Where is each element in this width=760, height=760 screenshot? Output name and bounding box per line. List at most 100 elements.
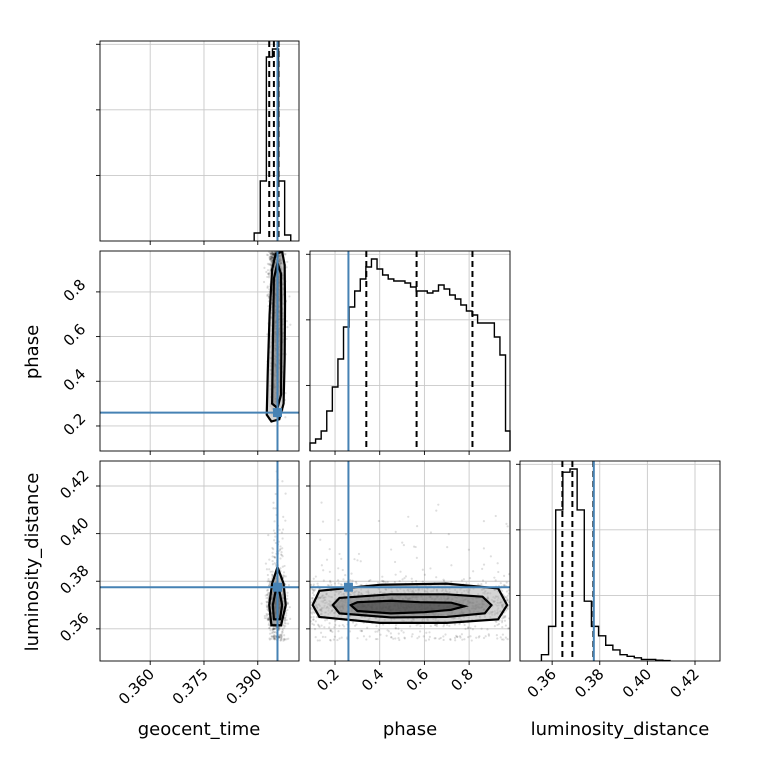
joint-phase-luminosity-distance-sample [507, 592, 510, 595]
joint-phase-luminosity-distance-sample [311, 597, 314, 600]
joint-phase-luminosity-distance-sample [311, 588, 314, 591]
joint-phase-luminosity-distance-sample [328, 570, 331, 573]
joint-phase-luminosity-distance-sample [467, 627, 470, 630]
joint-geocent-time-phase-sample [270, 252, 273, 255]
joint-phase-luminosity-distance-sample [310, 611, 313, 614]
joint-phase-luminosity-distance-sample [428, 635, 431, 638]
joint-geocent-time-phase-sample [270, 255, 273, 258]
joint-geocent-time-luminosity-distance-sample [273, 627, 276, 630]
joint-phase-luminosity-distance-sample [356, 637, 359, 640]
joint-phase-luminosity-distance-sample [506, 597, 509, 600]
joint-geocent-time-luminosity-distance-sample [285, 638, 288, 641]
joint-phase-luminosity-distance-sample [320, 501, 323, 504]
joint-phase-luminosity-distance-frame [309, 460, 511, 662]
joint-geocent-time-luminosity-distance-sample [263, 616, 266, 620]
joint-phase-luminosity-distance-sample [325, 618, 329, 621]
joint-phase-luminosity-distance-sample [407, 515, 410, 518]
joint-phase-luminosity-distance-sample [319, 631, 323, 634]
joint-geocent-time-luminosity-distance-sample [285, 618, 288, 622]
joint-geocent-time-luminosity-distance-xtick-label-1: 0.375 [169, 665, 212, 708]
joint-geocent-time-luminosity-distance-truth-marker [272, 582, 282, 592]
ylabel-luminosity-distance: luminosity_distance [22, 473, 43, 652]
joint-geocent-time-luminosity-distance-sample [267, 534, 270, 537]
joint-phase-luminosity-distance-sample [424, 639, 428, 642]
joint-geocent-time-phase-sample [268, 274, 271, 277]
joint-geocent-time-phase-content [262, 251, 292, 423]
joint-phase-luminosity-distance-sample [496, 637, 499, 640]
joint-geocent-time-phase-sample [270, 251, 273, 253]
joint-geocent-time-luminosity-distance-sample [270, 637, 273, 640]
joint-geocent-time-phase-background [100, 251, 299, 451]
joint-phase-luminosity-distance-sample [429, 567, 432, 570]
joint-geocent-time-phase-sample [272, 253, 275, 256]
joint-geocent-time-luminosity-distance-sample [267, 578, 270, 581]
joint-phase-luminosity-distance-sample [312, 615, 315, 619]
joint-geocent-time-luminosity-distance-sample [273, 562, 276, 565]
joint-geocent-time-phase-sample [271, 259, 274, 262]
joint-phase-luminosity-distance-sample [505, 581, 508, 584]
joint-phase-luminosity-distance-sample [329, 629, 332, 632]
joint-phase-luminosity-distance-sample [384, 581, 387, 584]
joint-phase-luminosity-distance-sample [493, 576, 496, 579]
joint-phase-luminosity-distance-sample [369, 579, 372, 582]
joint-phase-luminosity-distance-sample [494, 514, 497, 518]
joint-geocent-time-luminosity-distance-sample [286, 608, 289, 612]
joint-geocent-time-phase-sample [266, 269, 270, 272]
joint-phase-luminosity-distance-sample [338, 552, 341, 556]
joint-geocent-time-luminosity-distance-sample [270, 573, 274, 576]
joint-geocent-time-luminosity-distance-sample [285, 611, 288, 615]
joint-phase-luminosity-distance-sample [409, 625, 412, 628]
joint-geocent-time-luminosity-distance-contour-0 [268, 563, 287, 627]
joint-phase-luminosity-distance-sample [392, 637, 395, 640]
joint-phase-luminosity-distance-sample [503, 584, 506, 587]
joint-phase-luminosity-distance-sample [326, 584, 330, 587]
joint-geocent-time-luminosity-distance-sample [263, 614, 266, 618]
joint-geocent-time-luminosity-distance-sample [282, 571, 286, 574]
joint-phase-luminosity-distance-sample [493, 625, 496, 628]
joint-geocent-time-phase-sample [269, 251, 272, 254]
joint-geocent-time-phase-sample [270, 256, 274, 259]
joint-phase-luminosity-distance-sample [482, 547, 486, 550]
joint-phase-luminosity-distance-sample [486, 628, 489, 631]
joint-phase-luminosity-distance-sample [329, 579, 332, 583]
joint-geocent-time-luminosity-distance-sample [267, 580, 270, 583]
joint-phase-luminosity-distance-sample [350, 572, 353, 575]
joint-phase-luminosity-distance-sample [469, 635, 472, 638]
joint-phase-luminosity-distance-sample [314, 636, 317, 639]
joint-phase-luminosity-distance-sample [355, 623, 358, 626]
joint-phase-luminosity-distance-sample [481, 567, 484, 570]
joint-phase-luminosity-distance-sample [439, 636, 442, 640]
joint-phase-luminosity-distance-sample [425, 631, 428, 634]
joint-geocent-time-luminosity-distance-sample [270, 635, 273, 638]
joint-geocent-time-luminosity-distance-sample [274, 541, 277, 545]
joint-geocent-time-luminosity-distance-sample [284, 492, 287, 495]
joint-phase-luminosity-distance-sample [410, 577, 413, 580]
joint-geocent-time-luminosity-distance-sample [268, 558, 271, 561]
joint-geocent-time-luminosity-distance-sample [279, 567, 282, 570]
joint-phase-luminosity-distance-sample [501, 633, 504, 636]
joint-geocent-time-phase-sample [269, 257, 273, 261]
joint-geocent-time-phase-sample [266, 295, 269, 298]
joint-phase-luminosity-distance-sample [429, 531, 433, 534]
joint-phase-luminosity-distance-contour-1 [331, 593, 493, 619]
joint-geocent-time-luminosity-distance-sample [287, 637, 290, 640]
joint-geocent-time-phase-sample [269, 258, 272, 261]
joint-phase-luminosity-distance-sample [467, 636, 470, 639]
joint-phase-luminosity-distance-sample [394, 624, 398, 627]
joint-geocent-time-luminosity-distance-sample [281, 629, 284, 632]
joint-geocent-time-luminosity-distance-sample [281, 547, 284, 550]
joint-geocent-time-luminosity-distance-sample [269, 570, 272, 573]
joint-phase-luminosity-distance-sample [318, 639, 321, 642]
joint-geocent-time-phase-sample [269, 252, 272, 256]
joint-phase-luminosity-distance-sample [442, 625, 445, 628]
joint-geocent-time-phase-sample [266, 285, 269, 288]
joint-geocent-time-phase-sample [265, 253, 269, 256]
joint-geocent-time-phase-sample [265, 270, 268, 274]
joint-geocent-time-luminosity-distance-sample [266, 619, 270, 622]
joint-phase-luminosity-distance-sample [386, 580, 389, 584]
joint-phase-luminosity-distance-sample [434, 623, 437, 627]
joint-geocent-time-luminosity-distance-sample [286, 591, 289, 594]
joint-phase-luminosity-distance-sample [394, 573, 397, 576]
joint-geocent-time-luminosity-distance-sample [273, 520, 276, 523]
joint-phase-luminosity-distance-sample [314, 575, 317, 578]
